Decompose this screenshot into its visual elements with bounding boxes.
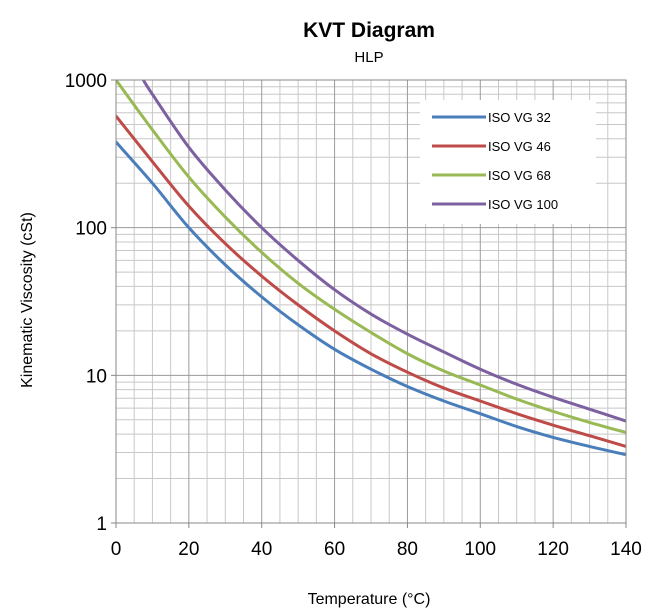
x-tick-label: 20 bbox=[178, 539, 199, 560]
series-line-iso-vg-32 bbox=[116, 140, 626, 457]
x-tick-labels: 0 20 40 60 80 100 120 140 bbox=[111, 523, 642, 560]
x-tick-label: 60 bbox=[324, 539, 345, 560]
chart-title: KVT Diagram bbox=[303, 19, 435, 42]
y-axis-label: Kinematic Viscosity (cSt) bbox=[19, 212, 36, 388]
series-line-iso-vg-46 bbox=[116, 114, 626, 448]
y-tick-label: 1 bbox=[96, 514, 107, 535]
legend-label-iso-vg-46: ISO VG 46 bbox=[488, 139, 551, 154]
series-line-iso-vg-68 bbox=[116, 80, 626, 435]
legend: ISO VG 32 ISO VG 46 ISO VG 68 ISO VG 100 bbox=[420, 100, 596, 224]
series-lines bbox=[116, 80, 626, 457]
y-tick-label: 100 bbox=[75, 219, 107, 240]
x-tick-label: 80 bbox=[397, 539, 418, 560]
legend-label-iso-vg-100: ISO VG 100 bbox=[488, 197, 558, 212]
y-tick-labels: 1 10 100 1000 bbox=[65, 71, 116, 535]
x-tick-label: 140 bbox=[610, 539, 642, 560]
series-line-iso-vg-100 bbox=[141, 80, 626, 423]
x-tick-label: 120 bbox=[537, 539, 569, 560]
legend-label-iso-vg-32: ISO VG 32 bbox=[488, 110, 551, 125]
x-tick-label: 40 bbox=[251, 539, 272, 560]
x-tick-label: 0 bbox=[111, 539, 122, 560]
y-tick-label: 1000 bbox=[65, 71, 107, 92]
y-tick-label: 10 bbox=[86, 366, 107, 387]
x-tick-label: 100 bbox=[464, 539, 496, 560]
plot-frame bbox=[115, 79, 627, 524]
chart-subtitle: HLP bbox=[354, 49, 383, 66]
legend-label-iso-vg-68: ISO VG 68 bbox=[488, 168, 551, 183]
x-axis-label: Temperature (°C) bbox=[308, 591, 431, 608]
